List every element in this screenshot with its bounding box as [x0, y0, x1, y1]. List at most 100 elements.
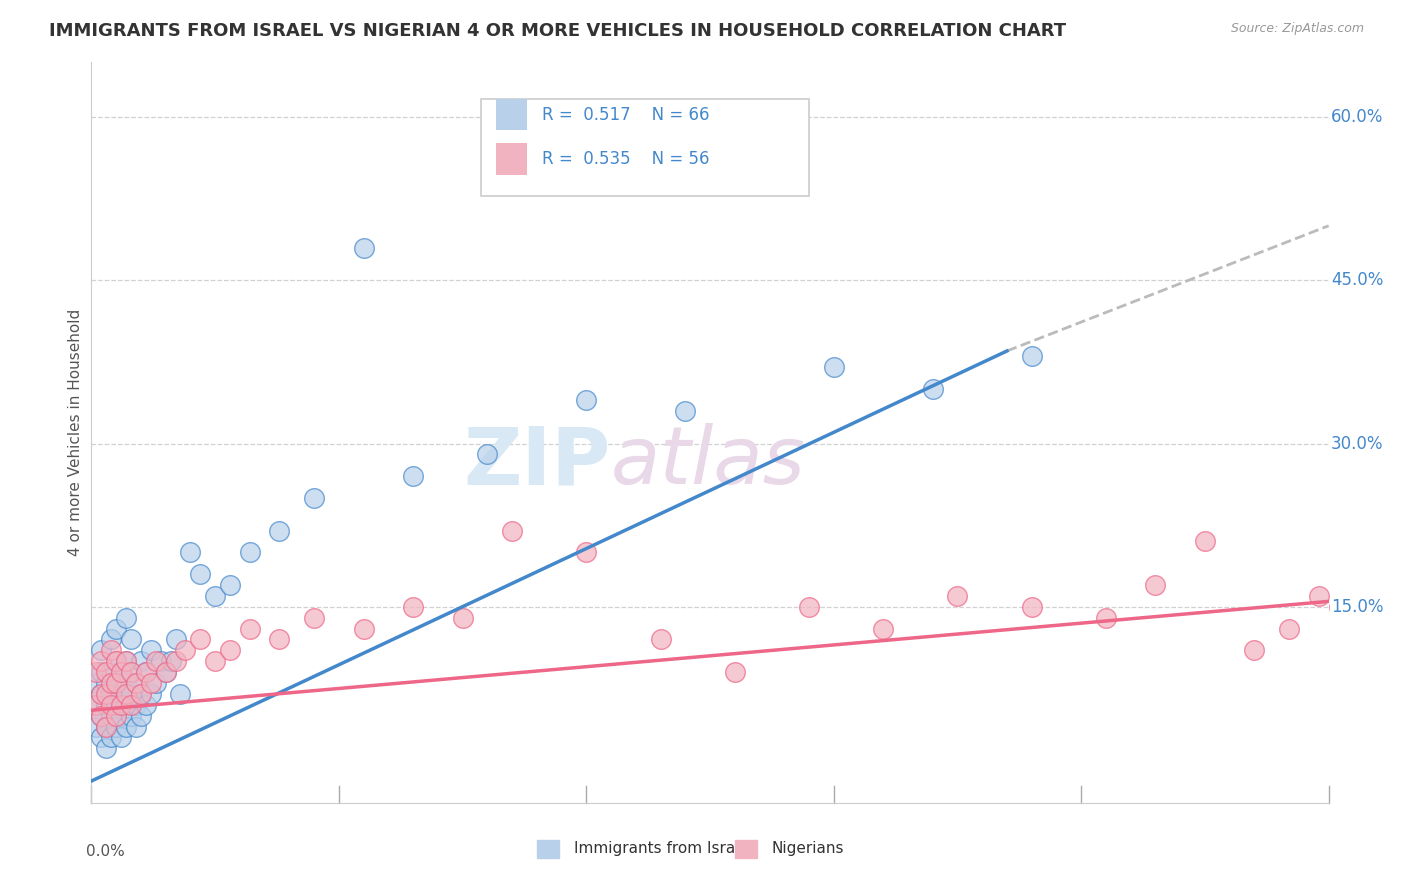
Point: [575, 392, 598, 407]
Point: [100, 687, 122, 701]
Point: [145, 676, 167, 690]
Point: [110, 731, 132, 745]
Point: [120, 698, 142, 712]
Point: [135, 698, 157, 712]
Point: [921, 382, 943, 396]
Point: [1194, 534, 1216, 549]
Point: [239, 545, 262, 559]
Point: [1278, 622, 1301, 636]
Point: [96, 687, 118, 701]
Point: [115, 654, 138, 668]
Point: [100, 698, 122, 712]
Point: [120, 708, 142, 723]
Point: [1021, 350, 1043, 364]
Point: [724, 665, 747, 680]
Point: [179, 545, 201, 559]
Point: [110, 665, 132, 680]
Point: [110, 687, 132, 701]
Point: [165, 632, 187, 647]
Point: [125, 676, 148, 690]
Point: [125, 676, 148, 690]
Bar: [537, 839, 560, 858]
Point: [86, 698, 108, 712]
Point: [96, 720, 118, 734]
Point: [1327, 599, 1350, 614]
Point: [115, 698, 138, 712]
Point: [1095, 611, 1118, 625]
Point: [86, 720, 108, 734]
Point: [90, 708, 112, 723]
Text: 30.0%: 30.0%: [1331, 434, 1384, 452]
Point: [90, 687, 112, 701]
Point: [872, 622, 894, 636]
Point: [1402, 622, 1406, 636]
Point: [115, 687, 138, 701]
Point: [90, 708, 112, 723]
Point: [823, 360, 845, 375]
Point: [90, 654, 112, 668]
Point: [120, 665, 142, 680]
Point: [174, 643, 197, 657]
Point: [149, 654, 172, 668]
Point: [451, 611, 474, 625]
Point: [100, 643, 122, 657]
Point: [165, 654, 187, 668]
Point: [219, 643, 242, 657]
Point: [673, 404, 696, 418]
Point: [86, 676, 108, 690]
Point: [105, 622, 128, 636]
Text: 15.0%: 15.0%: [1331, 598, 1384, 615]
Point: [105, 654, 128, 668]
Point: [105, 654, 128, 668]
Point: [239, 622, 262, 636]
Bar: [496, 144, 527, 175]
Point: [353, 240, 375, 255]
Point: [115, 676, 138, 690]
Point: [302, 491, 325, 505]
Text: 0.0%: 0.0%: [86, 844, 125, 858]
Point: [1021, 599, 1043, 614]
Point: [90, 643, 112, 657]
Point: [129, 708, 152, 723]
FancyBboxPatch shape: [481, 99, 808, 195]
Point: [1243, 643, 1265, 657]
Point: [96, 720, 118, 734]
Text: 60.0%: 60.0%: [1331, 108, 1384, 126]
Point: [1308, 589, 1330, 603]
Point: [100, 676, 122, 690]
Point: [105, 720, 128, 734]
Text: Nigerians: Nigerians: [772, 841, 845, 856]
Point: [100, 708, 122, 723]
Point: [100, 731, 122, 745]
Point: [169, 687, 191, 701]
Point: [139, 643, 162, 657]
Point: [125, 698, 148, 712]
Point: [120, 665, 142, 680]
Point: [135, 665, 157, 680]
Point: [86, 665, 108, 680]
Point: [155, 665, 177, 680]
Point: [120, 632, 142, 647]
Point: [105, 698, 128, 712]
Point: [155, 665, 177, 680]
Point: [90, 665, 112, 680]
Point: [269, 632, 291, 647]
Point: [105, 708, 128, 723]
Bar: [496, 99, 527, 130]
Point: [797, 599, 820, 614]
Point: [90, 687, 112, 701]
Text: 45.0%: 45.0%: [1331, 271, 1384, 289]
Point: [1357, 611, 1379, 625]
Point: [1376, 578, 1399, 592]
Point: [115, 720, 138, 734]
Text: Source: ZipAtlas.com: Source: ZipAtlas.com: [1230, 22, 1364, 36]
Point: [650, 632, 672, 647]
Text: atlas: atlas: [612, 423, 806, 501]
Point: [145, 654, 167, 668]
Point: [105, 676, 128, 690]
Point: [96, 665, 118, 680]
Point: [139, 687, 162, 701]
Point: [402, 599, 425, 614]
Y-axis label: 4 or more Vehicles in Household: 4 or more Vehicles in Household: [67, 309, 83, 557]
Point: [129, 687, 152, 701]
